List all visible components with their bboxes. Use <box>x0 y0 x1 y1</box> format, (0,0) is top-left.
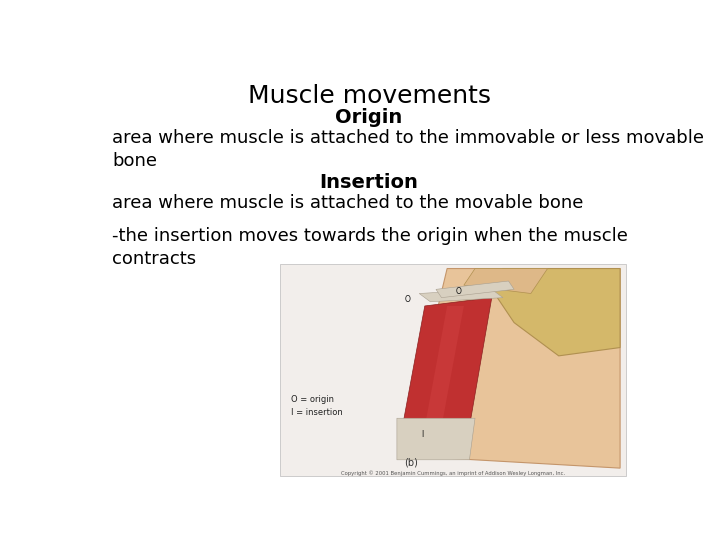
Text: (b): (b) <box>404 458 418 468</box>
Text: Muscle movements: Muscle movements <box>248 84 490 107</box>
Polygon shape <box>464 268 548 294</box>
Polygon shape <box>402 268 620 468</box>
Text: Origin: Origin <box>336 109 402 127</box>
Text: Copyright © 2001 Benjamin Cummings, an imprint of Addison Wesley Longman, Inc.: Copyright © 2001 Benjamin Cummings, an i… <box>341 470 564 476</box>
Polygon shape <box>397 418 475 460</box>
Text: -the insertion moves towards the origin when the muscle
contracts: -the insertion moves towards the origin … <box>112 227 628 268</box>
Text: area where muscle is attached to the movable bone: area where muscle is attached to the mov… <box>112 194 584 212</box>
Polygon shape <box>402 298 492 427</box>
Bar <box>280 265 626 476</box>
Text: O = origin
I = insertion: O = origin I = insertion <box>291 395 343 417</box>
Text: O: O <box>455 287 462 296</box>
Polygon shape <box>419 289 503 302</box>
Text: I: I <box>421 430 423 440</box>
Text: Insertion: Insertion <box>320 173 418 192</box>
Text: area where muscle is attached to the immovable or less movable
bone: area where muscle is attached to the imm… <box>112 129 704 170</box>
Text: O: O <box>405 295 411 304</box>
Polygon shape <box>436 281 514 298</box>
Polygon shape <box>492 268 620 356</box>
Polygon shape <box>425 306 464 427</box>
